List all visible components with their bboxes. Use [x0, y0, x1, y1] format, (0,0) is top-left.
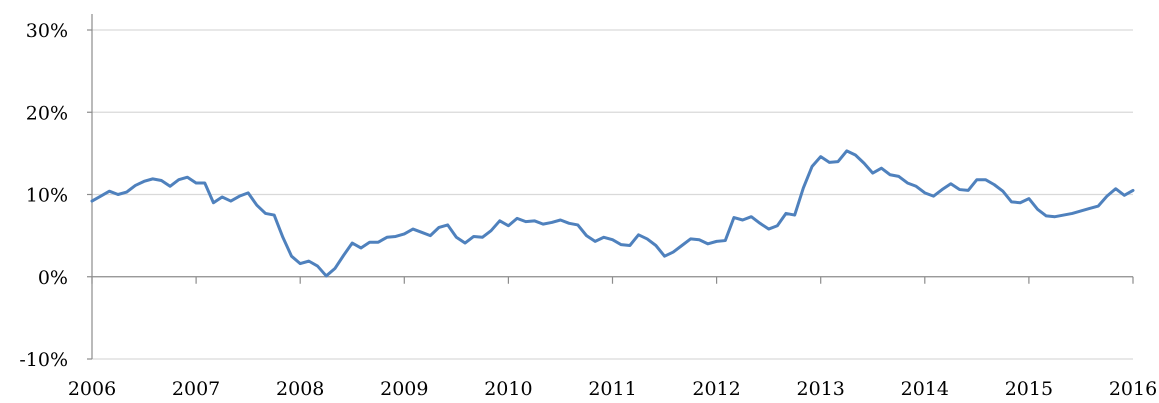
axes	[87, 14, 1134, 360]
x-tick-label: 2006	[68, 378, 116, 400]
series-line-0	[90, 149, 1135, 278]
y-tick-label: 20%	[26, 102, 68, 124]
gridlines	[92, 29, 1133, 360]
x-tick-label: 2009	[380, 378, 428, 400]
x-tick-label: 2012	[692, 378, 740, 400]
x-tick-label: 2013	[797, 378, 845, 400]
x-tick-label: 2015	[1005, 378, 1053, 400]
y-tick-label: -10%	[19, 349, 68, 371]
x-tick-label: 2014	[901, 378, 949, 400]
x-tick-label: 2007	[172, 378, 220, 400]
x-tick-label: 2016	[1109, 378, 1157, 400]
y-tick-label: 30%	[26, 20, 68, 42]
series-layer	[90, 149, 1135, 278]
tick-labels: -10% 0% 10% 20% 30% 2006 2007 2008 2009 2010 2011 2…	[19, 20, 1157, 400]
x-tick-label: 2010	[484, 378, 532, 400]
y-tick-label: 0%	[38, 267, 68, 289]
y-tick-label: 10%	[26, 185, 68, 207]
x-tick-label: 2008	[276, 378, 324, 400]
x-tick-label: 2011	[588, 378, 636, 400]
